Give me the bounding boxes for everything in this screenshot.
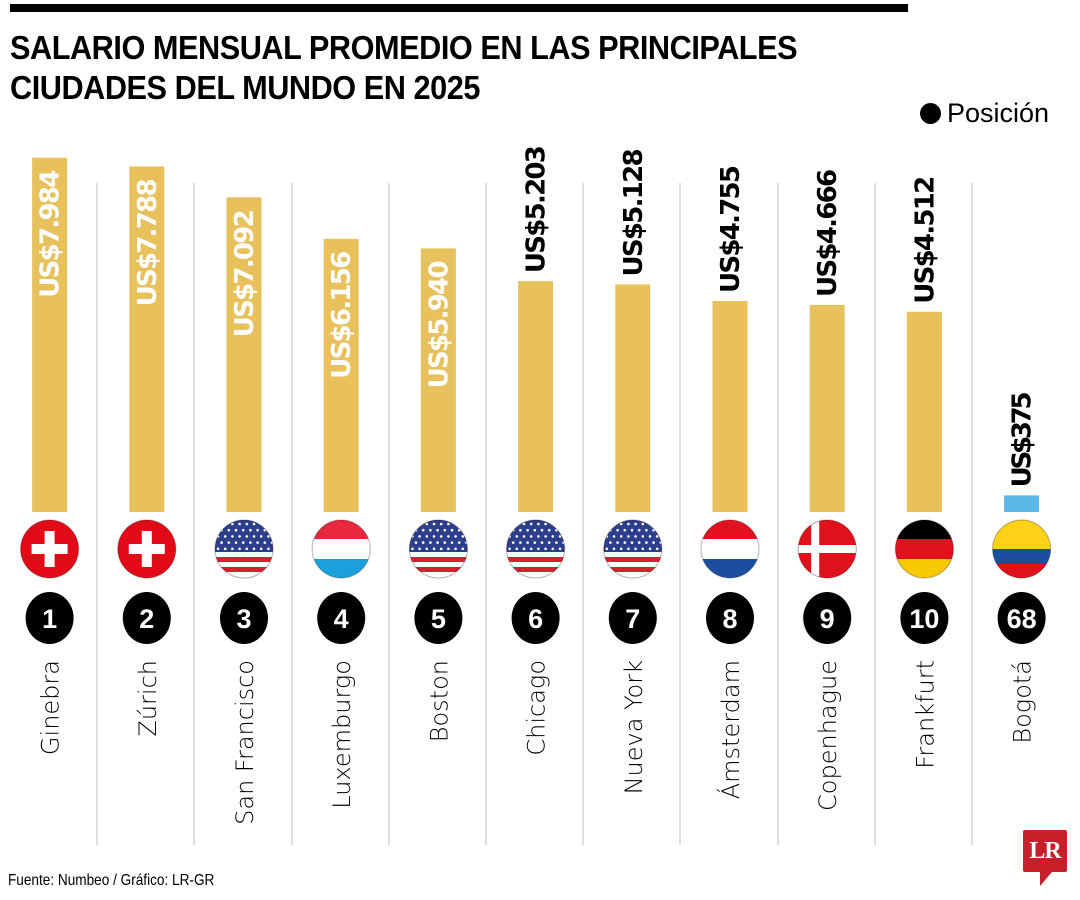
city-label: Ámsterdam xyxy=(716,660,745,799)
value-label: US$4.755 xyxy=(716,165,746,293)
bar-z-rich xyxy=(129,166,165,512)
denmark-flag-icon xyxy=(797,519,857,579)
city-label: Chicago xyxy=(523,660,551,756)
bar-chicago xyxy=(518,281,554,512)
bars xyxy=(32,157,1040,513)
source-note: Fuente: Numbeo / Gráfico: LR-GR xyxy=(8,872,215,889)
rank-number: 2 xyxy=(139,604,154,634)
luxembourg-flag-icon xyxy=(311,519,371,579)
legend-label: Posición xyxy=(947,98,1050,128)
rank-badge xyxy=(608,592,657,644)
rank-number: 8 xyxy=(722,604,737,634)
value-label: US$5.128 xyxy=(619,148,649,276)
rank-number: 6 xyxy=(528,604,543,634)
bar-boston xyxy=(420,248,456,512)
rank-badges: 1 2 3 4 5 6 7 8 9 10 68 xyxy=(25,592,1046,644)
usa-flag-icon xyxy=(408,519,468,579)
chart-title-line-1: SALARIO MENSUAL PROMEDIO EN LAS PRINCIPA… xyxy=(10,29,798,66)
lr-logo: LR xyxy=(1023,830,1067,872)
value-label: US$7.984 xyxy=(36,170,66,298)
value-label: US$5.940 xyxy=(424,260,454,388)
city-label: Boston xyxy=(425,660,453,742)
rank-number: 3 xyxy=(236,604,251,634)
rank-number: 1 xyxy=(42,604,57,634)
rank-number: 9 xyxy=(820,604,835,634)
bar-frankfurt xyxy=(906,311,942,512)
city-label: Bogotá xyxy=(1009,660,1037,744)
city-label: Ginebra xyxy=(37,660,65,755)
rank-badge xyxy=(803,592,852,644)
switzerland-flag-icon xyxy=(117,519,177,579)
bar-luxemburgo xyxy=(323,238,359,512)
rank-badge xyxy=(900,592,949,644)
bar-bogot- xyxy=(1004,495,1040,512)
value-labels: US$7.984 US$7.788 US$7.092 US$6.156 US$5.940… xyxy=(36,145,1038,487)
legend: Posición xyxy=(920,98,1049,129)
value-label: US$4.666 xyxy=(813,169,843,297)
rank-badge xyxy=(997,592,1046,644)
rank-badge xyxy=(25,592,74,644)
rank-dot-icon xyxy=(920,103,941,124)
chart-title-line-2: CIUDADES DEL MUNDO EN 2025 xyxy=(10,69,480,106)
colombia-flag-icon xyxy=(991,519,1052,579)
city-label: Nueva York xyxy=(620,660,648,794)
rank-number: 7 xyxy=(625,604,640,634)
city-label: San Francisco xyxy=(231,660,259,825)
top-rule xyxy=(10,4,908,12)
rank-number: 10 xyxy=(909,604,939,634)
switzerland-flag-icon xyxy=(19,519,80,579)
value-label: US$4.512 xyxy=(910,176,940,304)
rank-number: 5 xyxy=(431,604,446,634)
rank-badge xyxy=(220,592,268,644)
flags xyxy=(19,519,1052,579)
value-label: US$7.788 xyxy=(133,178,163,306)
value-label: US$5.203 xyxy=(522,145,552,273)
value-label: US$7.092 xyxy=(230,209,260,337)
rank-badge xyxy=(706,592,754,644)
rank-badge xyxy=(122,592,171,644)
bar-san-francisco xyxy=(226,197,262,513)
chart-title: SALARIO MENSUAL PROMEDIO EN LAS PRINCIPA… xyxy=(10,28,866,108)
city-label: Copenhague xyxy=(814,660,842,811)
rank-badge xyxy=(414,592,463,644)
city-label: Luxemburgo xyxy=(328,660,356,809)
city-label: Zúrich xyxy=(134,660,162,737)
usa-flag-icon xyxy=(603,519,663,579)
rank-number: 4 xyxy=(334,604,349,634)
rank-number: 68 xyxy=(1007,604,1037,634)
bar--msterdam xyxy=(712,300,748,512)
rank-badge xyxy=(511,592,560,644)
value-label: US$6.156 xyxy=(327,251,357,379)
column-dividers xyxy=(96,183,973,845)
rank-badge xyxy=(317,592,366,644)
bar-ginebra xyxy=(32,157,68,512)
city-label: Frankfurt xyxy=(911,660,939,769)
value-label: US$375 xyxy=(1008,391,1038,487)
bar-nueva-york xyxy=(615,284,651,512)
bar-copenhague xyxy=(809,304,845,512)
usa-flag-icon xyxy=(214,519,274,579)
lr-logo-tail xyxy=(1040,872,1052,886)
usa-flag-icon xyxy=(505,519,566,579)
germany-flag-icon xyxy=(894,519,955,579)
city-labels: Ginebra Zúrich San Francisco Luxemburgo Bost… xyxy=(37,660,1037,825)
netherlands-flag-icon xyxy=(700,519,760,579)
